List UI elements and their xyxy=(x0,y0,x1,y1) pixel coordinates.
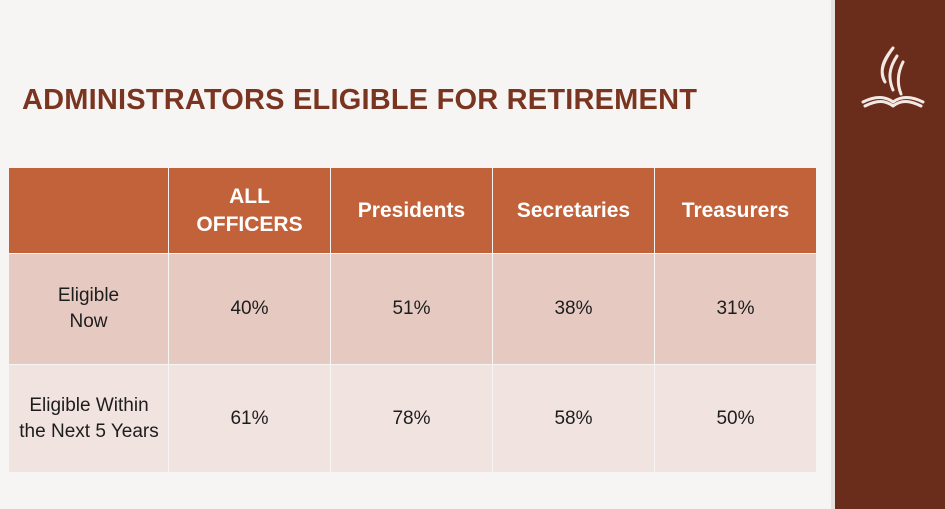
slide-canvas: ADMINISTRATORS ELIGIBLE FOR RETIREMENT A… xyxy=(8,84,817,473)
header-label: ALL OFFICERS xyxy=(196,184,303,236)
table-header-secretaries: Secretaries xyxy=(492,167,655,254)
table-header-presidents: Presidents xyxy=(330,167,493,254)
table-cell: 78% xyxy=(330,364,493,473)
row-label: Eligible Within the Next 5 Years xyxy=(8,364,169,473)
table-cell: 31% xyxy=(654,253,817,365)
table-row: Eligible Now 40% 51% 38% 31% xyxy=(8,253,817,365)
table-cell: 40% xyxy=(168,253,331,365)
table-header-all-officers: ALL OFFICERS xyxy=(168,167,331,254)
sidebar-divider xyxy=(831,0,835,509)
slide-title: ADMINISTRATORS ELIGIBLE FOR RETIREMENT xyxy=(22,84,698,116)
table-header-treasurers: Treasurers xyxy=(654,167,817,254)
retirement-table: ALL OFFICERS Presidents Secretaries Trea… xyxy=(8,167,817,473)
table-row: Eligible Within the Next 5 Years 61% 78%… xyxy=(8,364,817,473)
row-label-text: Eligible Now xyxy=(57,285,120,332)
table-cell: 50% xyxy=(654,364,817,473)
table-cell: 38% xyxy=(492,253,655,365)
row-label: Eligible Now xyxy=(8,253,169,365)
table-cell: 61% xyxy=(168,364,331,473)
table-header-corner xyxy=(8,167,169,254)
row-label-text: Eligible Within the Next 5 Years xyxy=(19,394,159,442)
flame-bible-logo-icon xyxy=(861,46,925,108)
table-cell: 58% xyxy=(492,364,655,473)
table-cell: 51% xyxy=(330,253,493,365)
table-header-row: ALL OFFICERS Presidents Secretaries Trea… xyxy=(8,167,817,254)
